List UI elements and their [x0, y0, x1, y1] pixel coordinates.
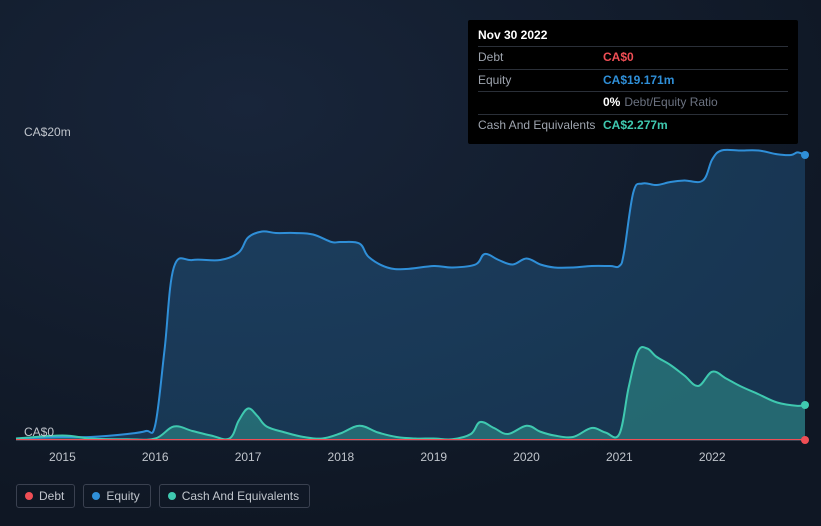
tooltip-row-value: CA$2.277m — [603, 118, 668, 134]
legend-label: Debt — [39, 489, 64, 503]
tooltip-row-label — [478, 95, 603, 111]
legend-label: Equity — [106, 489, 139, 503]
legend-dot — [92, 492, 100, 500]
x-tick-label: 2015 — [49, 450, 76, 464]
tooltip-row-label: Debt — [478, 50, 603, 66]
legend-dot — [168, 492, 176, 500]
equity-end-marker — [801, 151, 809, 159]
cash-end-marker — [801, 401, 809, 409]
tooltip-row-value: CA$0 — [603, 50, 634, 66]
tooltip-row: Cash And EquivalentsCA$2.277m — [478, 114, 788, 137]
tooltip-value-text: 0% — [603, 95, 620, 109]
legend-item-cash-and-equivalents[interactable]: Cash And Equivalents — [159, 484, 310, 508]
tooltip-row-label: Equity — [478, 73, 603, 89]
legend-item-debt[interactable]: Debt — [16, 484, 75, 508]
legend: Debt Equity Cash And Equivalents — [16, 484, 310, 508]
tooltip-row: EquityCA$19.171m — [478, 69, 788, 92]
tooltip-date: Nov 30 2022 — [478, 28, 788, 46]
chart-container: CA$20m CA$0 2015 2016 2017 2018 2019 2020 2021 2… — [0, 0, 821, 526]
x-tick-label: 2019 — [420, 450, 447, 464]
tooltip-value-text: CA$19.171m — [603, 73, 674, 87]
tooltip-value-text: CA$0 — [603, 50, 634, 64]
debt-end-marker — [801, 436, 809, 444]
tooltip-row-value: 0% Debt/Equity Ratio — [603, 95, 718, 111]
tooltip: Nov 30 2022 DebtCA$0EquityCA$19.171m0%De… — [468, 20, 798, 144]
legend-label: Cash And Equivalents — [182, 489, 299, 503]
tooltip-row-label: Cash And Equivalents — [478, 118, 603, 134]
x-tick-label: 2020 — [513, 450, 540, 464]
tooltip-value-text: CA$2.277m — [603, 118, 668, 132]
x-tick-label: 2018 — [328, 450, 355, 464]
tooltip-row: 0% Debt/Equity Ratio — [478, 91, 788, 114]
tooltip-value-suffix: Debt/Equity Ratio — [624, 95, 717, 109]
x-tick-label: 2021 — [606, 450, 633, 464]
y-tick-label: CA$0 — [24, 425, 54, 439]
x-tick-label: 2022 — [699, 450, 726, 464]
legend-item-equity[interactable]: Equity — [83, 484, 150, 508]
y-tick-label: CA$20m — [24, 125, 71, 139]
x-axis-baseline — [16, 440, 805, 441]
x-tick-label: 2016 — [142, 450, 169, 464]
tooltip-row: DebtCA$0 — [478, 46, 788, 69]
x-tick-label: 2017 — [235, 450, 262, 464]
legend-dot — [25, 492, 33, 500]
tooltip-row-value: CA$19.171m — [603, 73, 674, 89]
